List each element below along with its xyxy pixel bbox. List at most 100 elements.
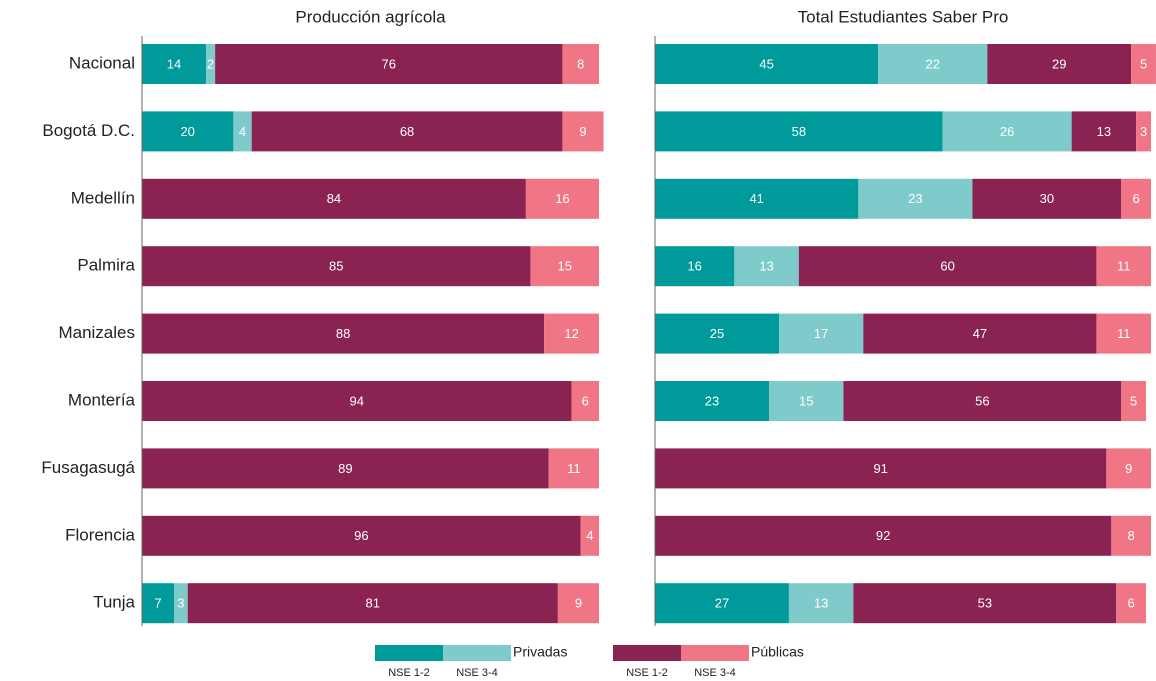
bar-segment (544, 313, 599, 354)
bar-segment (734, 246, 799, 287)
legend-item: NSE 1-2 (626, 667, 668, 679)
data-label: 16 (555, 191, 569, 206)
data-label: 16 (687, 259, 701, 274)
bar-segment (853, 583, 1117, 624)
legend-group: Públicas (751, 644, 804, 660)
bar-segment (142, 381, 572, 421)
bar-segment (233, 111, 252, 152)
data-label: 89 (338, 461, 352, 476)
bar-segment (788, 583, 854, 624)
data-label: 94 (350, 393, 364, 408)
bar-segment (1136, 111, 1151, 152)
bar-segment (655, 448, 1107, 489)
data-label: 23 (908, 191, 922, 206)
data-label: 68 (400, 124, 414, 139)
bar-segment (878, 44, 988, 84)
data-label: 9 (579, 124, 586, 139)
data-label: 58 (792, 124, 806, 139)
bar-segment (571, 381, 599, 421)
bar-segment (205, 44, 216, 84)
data-label: 5 (1130, 393, 1137, 408)
category-label: Palmira (77, 256, 135, 275)
data-label: 11 (567, 461, 581, 476)
category-label: Montería (68, 390, 136, 409)
category-label: Manizales (58, 323, 135, 342)
data-label: 15 (799, 393, 813, 408)
bar-segment (987, 44, 1132, 84)
bar-segment (798, 246, 1097, 287)
bar-segment (173, 583, 188, 624)
bar-segment (655, 44, 879, 84)
bar-segment (562, 44, 599, 84)
bar-segment (1096, 313, 1151, 354)
category-label: Nacional (69, 53, 135, 72)
legend-swatch (443, 645, 511, 661)
bar-segment (251, 111, 563, 152)
bar-segment (1106, 448, 1151, 489)
bar-segment (525, 178, 599, 219)
bar-segment (142, 44, 206, 84)
data-label: 6 (1133, 191, 1140, 206)
bar-segment (655, 246, 735, 287)
data-label: 41 (749, 191, 763, 206)
bar-segment (858, 178, 973, 219)
bar-segment (843, 381, 1122, 421)
data-label: 56 (975, 393, 989, 408)
bar-segment (142, 583, 174, 624)
bar-segment (142, 313, 545, 354)
data-label: 13 (1097, 124, 1111, 139)
bar-segment (562, 111, 604, 152)
data-label: 25 (710, 326, 724, 341)
chart-title: Total Estudiantes Saber Pro (798, 7, 1009, 26)
data-label: 96 (354, 528, 368, 543)
data-label: 27 (715, 596, 729, 611)
bar-segment (655, 111, 943, 152)
bar-segment (779, 313, 864, 354)
data-label: 8 (1128, 528, 1135, 543)
data-label: 4 (239, 124, 246, 139)
data-label: 76 (382, 56, 396, 71)
bar-segment (142, 111, 234, 152)
data-label: 88 (336, 326, 350, 341)
data-label: 11 (1117, 259, 1131, 274)
data-label: 45 (759, 56, 773, 71)
bar-segment (1116, 583, 1147, 624)
data-label: 15 (557, 259, 571, 274)
bar-segment (1121, 381, 1147, 421)
bar-segment (580, 515, 599, 556)
bar-segment (1131, 44, 1156, 84)
bar-segment (1121, 178, 1151, 219)
bar-segment (142, 448, 549, 489)
bar-segment (769, 381, 844, 421)
data-label: 20 (180, 124, 194, 139)
data-label: 17 (814, 326, 828, 341)
data-label: 9 (575, 596, 582, 611)
data-label: 60 (940, 259, 954, 274)
bar-segment (142, 178, 526, 219)
category-label: Bogotá D.C. (42, 121, 135, 140)
data-label: 91 (873, 461, 887, 476)
bar-segment (972, 178, 1122, 219)
data-label: 2 (207, 56, 214, 71)
legend-group: Privadas (513, 644, 567, 660)
data-label: 9 (1125, 461, 1132, 476)
data-label: 29 (1052, 56, 1066, 71)
data-label: 3 (177, 596, 184, 611)
bar-segment (655, 515, 1112, 556)
bar-segment (215, 44, 563, 84)
data-label: 3 (1140, 124, 1147, 139)
data-label: 12 (564, 326, 578, 341)
data-label: 14 (167, 56, 181, 71)
legend-swatch (613, 645, 681, 661)
data-label: 4 (586, 528, 593, 543)
data-label: 84 (327, 191, 341, 206)
data-label: 47 (973, 326, 987, 341)
legend-item: NSE 1-2 (388, 667, 430, 679)
bar-segment (142, 515, 581, 556)
bar-segment (142, 246, 531, 287)
data-label: 8 (577, 56, 584, 71)
legend-swatch (375, 645, 443, 661)
bar-segment (548, 448, 599, 489)
data-label: 53 (978, 596, 992, 611)
bar-segment (1071, 111, 1137, 152)
